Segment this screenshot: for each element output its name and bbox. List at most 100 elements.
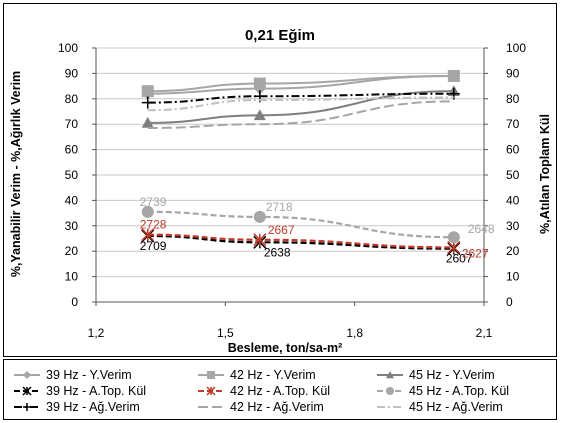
series-line xyxy=(147,96,454,112)
legend-label: 39 Hz - A.Top. Kül xyxy=(46,384,146,398)
y-tick-label-right: 20 xyxy=(506,244,520,258)
y-tick-label-left: 80 xyxy=(65,92,79,106)
y-axis-label-left: %,Yanabilir Verim - %,Ağırlık Verim xyxy=(9,71,23,277)
x-axis-label: Besleme, ton/sa-m² xyxy=(228,341,343,355)
series-line xyxy=(147,100,454,130)
grid-lines xyxy=(96,47,484,303)
legend-item: 42 Hz - Y.Verim xyxy=(198,368,316,382)
y-tick-label-left: 70 xyxy=(65,117,79,131)
legend-swatch-marker xyxy=(206,386,216,396)
data-point xyxy=(447,69,460,82)
legend-box xyxy=(3,359,557,420)
data-point xyxy=(253,109,266,121)
data-point xyxy=(141,205,154,218)
legend-label: 45 Hz - A.Top. Kül xyxy=(409,384,509,398)
data-label: 2667 xyxy=(268,223,295,237)
legend-swatch-marker xyxy=(23,371,31,379)
y-tick-label-right: 0 xyxy=(506,295,513,309)
series-layer xyxy=(141,69,461,256)
legend-item: 39 Hz - Ağ.Verim xyxy=(14,400,140,414)
data-point xyxy=(141,96,154,109)
series-line xyxy=(147,210,454,239)
series-5 xyxy=(141,205,460,244)
y-tick-label-right: 10 xyxy=(506,270,520,284)
data-label: 2739 xyxy=(140,195,167,209)
legend-item: 39 Hz - A.Top. Kül xyxy=(14,384,146,398)
series-line xyxy=(147,74,454,95)
series-line xyxy=(147,74,454,93)
y-tick-label-right: 60 xyxy=(506,143,520,157)
legend-swatch-marker xyxy=(386,387,394,395)
legend-swatch-marker xyxy=(386,371,394,379)
chart-title: 0,21 Eğim xyxy=(245,27,315,44)
y-tick-label-left: 40 xyxy=(65,193,79,207)
y-tick-label-right: 50 xyxy=(506,168,520,182)
axes: 0 10 20 30 40 50 60 70 80 90 100 0 10 20 30 40 50 60 70 80 9… xyxy=(58,41,526,340)
y-tick-label-right: 80 xyxy=(506,92,520,106)
legend-label: 45 Hz - Ağ.Verim xyxy=(409,400,503,414)
data-label: 2728 xyxy=(140,218,167,232)
series-line xyxy=(147,92,454,104)
legend-label: 42 Hz - Y.Verim xyxy=(230,368,316,382)
series-line xyxy=(147,234,454,250)
data-label: 2718 xyxy=(266,200,293,214)
data-label: 2638 xyxy=(264,245,291,259)
y-tick-label-right: 30 xyxy=(506,219,520,233)
x-tick-label: 1,8 xyxy=(346,326,363,340)
data-point xyxy=(253,233,267,247)
data-labels-layer: 2709 2638 2607 2728 2667 2627 2739 2718 2648 xyxy=(140,195,495,266)
chart-frame xyxy=(3,3,557,357)
data-point xyxy=(447,240,461,254)
series-7 xyxy=(147,100,454,130)
y-axis-label-right: %,Atılan Toplam Kül xyxy=(538,114,552,234)
x-tick-label: 2,1 xyxy=(476,326,493,340)
legend-item: 45 Hz - A.Top. Kül xyxy=(377,384,509,398)
y-tick-label-left: 100 xyxy=(58,41,78,55)
legend: 39 Hz - Y.Verim 42 Hz - Y.Verim 45 Hz - Y.… xyxy=(14,368,509,414)
data-point xyxy=(141,116,154,128)
data-point xyxy=(253,77,266,90)
legend-label: 45 Hz - Y.Verim xyxy=(409,368,495,382)
y-tick-label-right: 70 xyxy=(506,117,520,131)
legend-item: 42 Hz - A.Top. Kül xyxy=(198,384,330,398)
y-tick-label-left: 0 xyxy=(71,295,78,309)
data-point xyxy=(141,85,154,98)
data-label: 2627 xyxy=(462,246,489,260)
data-label: 2607 xyxy=(446,252,473,266)
data-point xyxy=(447,231,460,244)
legend-item: 42 Hz - Ağ.Verim xyxy=(198,400,324,414)
data-label: 2709 xyxy=(140,239,167,253)
y-tick-label-right: 90 xyxy=(506,66,520,80)
series-8 xyxy=(147,96,454,112)
legend-item: 45 Hz - Y.Verim xyxy=(377,368,495,382)
data-point xyxy=(141,228,155,242)
legend-label: 39 Hz - Ağ.Verim xyxy=(46,400,140,414)
y-tick-label-left: 10 xyxy=(65,270,79,284)
series-line xyxy=(147,233,454,249)
series-6 xyxy=(141,87,460,109)
legend-swatch-marker xyxy=(23,403,31,411)
legend-label: 42 Hz - A.Top. Kül xyxy=(230,384,330,398)
y-tick-label-right: 100 xyxy=(506,41,526,55)
x-tick-label: 1,2 xyxy=(88,326,105,340)
series-line xyxy=(147,90,454,124)
data-label: 2648 xyxy=(468,222,495,236)
y-tick-label-left: 30 xyxy=(65,219,79,233)
legend-label: 39 Hz - Y.Verim xyxy=(46,368,132,382)
y-tick-label-left: 50 xyxy=(65,168,79,182)
legend-swatch-marker xyxy=(22,386,32,396)
legend-label: 42 Hz - Ağ.Verim xyxy=(230,400,324,414)
x-tick-label: 1,5 xyxy=(217,326,234,340)
y-tick-label-left: 20 xyxy=(65,244,79,258)
y-tick-label-left: 90 xyxy=(65,66,79,80)
legend-swatch-marker xyxy=(207,371,215,379)
series-1 xyxy=(141,69,460,98)
data-point xyxy=(253,210,266,223)
series-0 xyxy=(141,69,460,100)
legend-item: 39 Hz - Y.Verim xyxy=(14,368,132,382)
y-tick-label-left: 60 xyxy=(65,143,79,157)
y-tick-label-right: 40 xyxy=(506,193,520,207)
legend-item: 45 Hz - Ağ.Verim xyxy=(377,400,503,414)
series-4 xyxy=(141,228,461,254)
